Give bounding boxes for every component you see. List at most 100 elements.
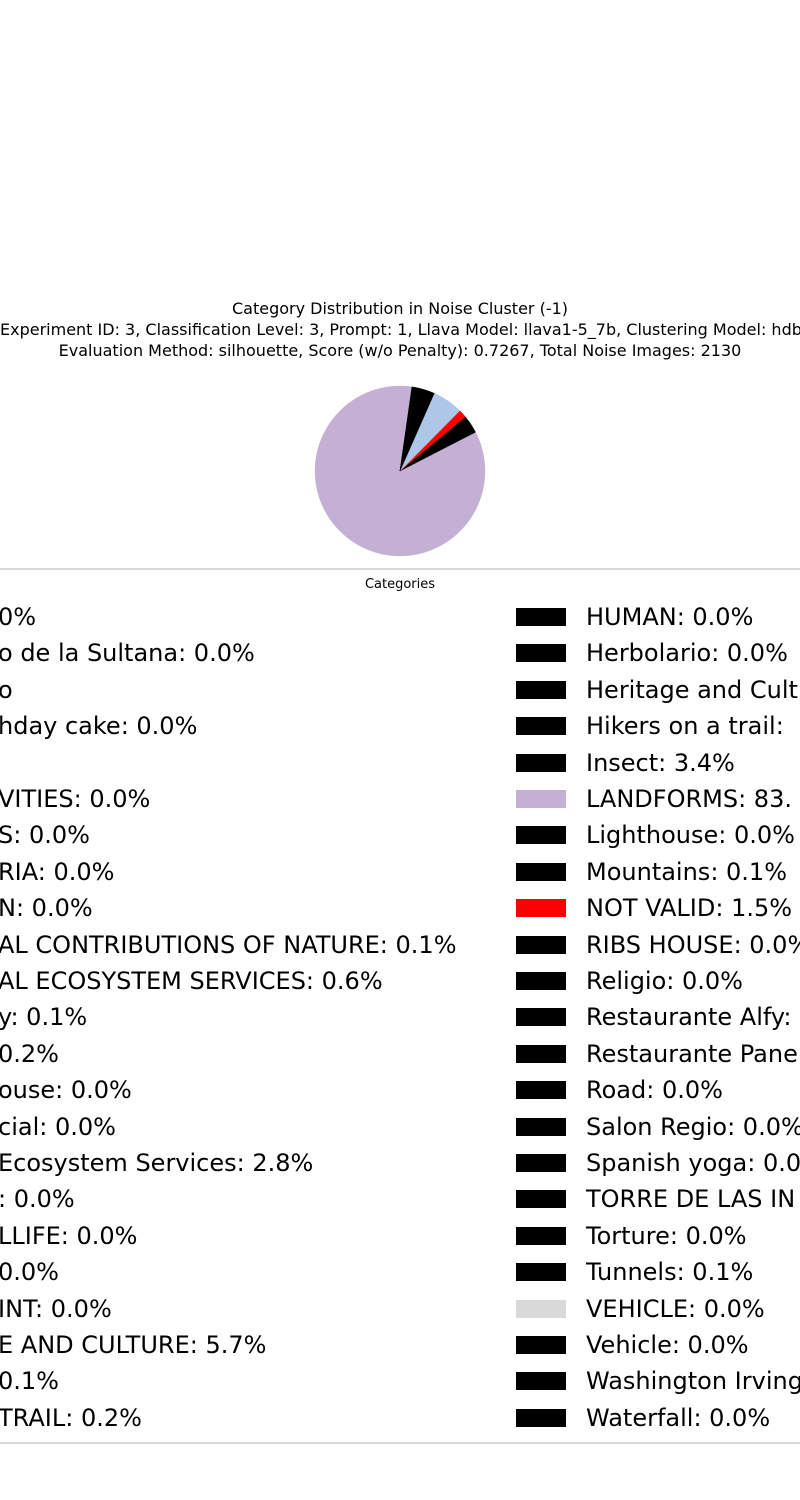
legend-entry-right-5: LANDFORMS: 83. — [516, 788, 792, 810]
legend-label: Salon Regio: 0.0% — [586, 1113, 800, 1141]
legend-label: 0% — [0, 603, 36, 631]
legend-swatch — [516, 1300, 566, 1318]
legend-label: Tunnels: 0.1% — [586, 1258, 753, 1286]
legend-label: : 0.0% — [0, 1185, 75, 1213]
legend-swatch — [516, 681, 566, 699]
legend-entry-right-3: Hikers on a trail: — [516, 715, 784, 737]
legend-swatch — [516, 608, 566, 626]
legend-entry-left-16: : 0.0% — [0, 1188, 75, 1210]
legend-entry-right-9: RIBS HOUSE: 0.0% — [516, 934, 800, 956]
legend-entry-left-19: INT: 0.0% — [0, 1298, 112, 1320]
legend-swatch — [516, 1263, 566, 1281]
legend-label: NOT VALID: 1.5% — [586, 894, 792, 922]
legend-swatch — [516, 1154, 566, 1172]
legend-label: HUMAN: 0.0% — [586, 603, 753, 631]
legend-entry-right-0: HUMAN: 0.0% — [516, 606, 753, 628]
legend-label: LANDFORMS: 83. — [586, 785, 792, 813]
legend-label: o — [0, 676, 13, 704]
legend-label: Washington Irving — [586, 1367, 800, 1395]
legend-label: 0.0% — [0, 1258, 59, 1286]
legend-label: E AND CULTURE: 5.7% — [0, 1331, 266, 1359]
legend-entry-right-20: Vehicle: 0.0% — [516, 1334, 749, 1356]
legend-swatch — [516, 936, 566, 954]
legend-entry-left-6: S: 0.0% — [0, 824, 90, 846]
legend-swatch — [516, 1118, 566, 1136]
legend-label: Hikers on a trail: — [586, 712, 784, 740]
legend-entry-right-11: Restaurante Alfy: — [516, 1006, 791, 1028]
legend-swatch — [516, 644, 566, 662]
legend-swatch — [516, 1008, 566, 1026]
legend-entry-right-21: Washington Irving — [516, 1370, 800, 1392]
legend-swatch — [516, 790, 566, 808]
legend-swatch — [516, 1372, 566, 1390]
legend-label: S: 0.0% — [0, 821, 90, 849]
legend-swatch — [516, 899, 566, 917]
legend-entry-left-17: LLIFE: 0.0% — [0, 1225, 137, 1247]
legend-entry-left-5: VITIES: 0.0% — [0, 788, 150, 810]
legend-swatch — [516, 717, 566, 735]
legend-entry-left-15: Ecosystem Services: 2.8% — [0, 1152, 313, 1174]
legend-entry-left-2: o — [0, 679, 13, 701]
legend-entry-right-7: Mountains: 0.1% — [516, 861, 787, 883]
legend-label: RIBS HOUSE: 0.0% — [586, 931, 800, 959]
legend-label: Waterfall: 0.0% — [586, 1404, 770, 1432]
legend-label: Restaurante Alfy: — [586, 1003, 791, 1031]
legend-label: cial: 0.0% — [0, 1113, 116, 1141]
legend-entry-right-17: Torture: 0.0% — [516, 1225, 747, 1247]
legend-swatch — [516, 863, 566, 881]
legend-label: LLIFE: 0.0% — [0, 1222, 137, 1250]
legend-label: Insect: 3.4% — [586, 749, 735, 777]
legend-entry-right-18: Tunnels: 0.1% — [516, 1261, 753, 1283]
legend-entry-right-2: Heritage and Cult — [516, 679, 798, 701]
legend-label: Spanish yoga: 0.0 — [586, 1149, 800, 1177]
legend-entry-left-13: ouse: 0.0% — [0, 1079, 132, 1101]
legend-entry-left-20: E AND CULTURE: 5.7% — [0, 1334, 266, 1356]
legend-label: hday cake: 0.0% — [0, 712, 197, 740]
legend-label: Ecosystem Services: 2.8% — [0, 1149, 313, 1177]
legend-label: VEHICLE: 0.0% — [586, 1295, 765, 1323]
legend-entry-left-14: cial: 0.0% — [0, 1116, 116, 1138]
legend-label: Road: 0.0% — [586, 1076, 723, 1104]
legend-label: 0.1% — [0, 1367, 59, 1395]
legend-swatch — [516, 1081, 566, 1099]
legend-label: ouse: 0.0% — [0, 1076, 132, 1104]
legend-label: Religio: 0.0% — [586, 967, 743, 995]
legend-label: Lighthouse: 0.0% — [586, 821, 795, 849]
legend-entry-left-11: y: 0.1% — [0, 1006, 87, 1028]
legend-label: 0.2% — [0, 1040, 59, 1068]
legend-label: o de la Sultana: 0.0% — [0, 639, 255, 667]
legend-entry-left-7: RIA: 0.0% — [0, 861, 114, 883]
legend-label: AL ECOSYSTEM SERVICES: 0.6% — [0, 967, 383, 995]
legend-label: N: 0.0% — [0, 894, 93, 922]
legend-swatch — [516, 1409, 566, 1427]
legend-swatch — [516, 1227, 566, 1245]
legend-swatch — [516, 1045, 566, 1063]
legend-entry-right-15: Spanish yoga: 0.0 — [516, 1152, 800, 1174]
legend-entry-right-6: Lighthouse: 0.0% — [516, 824, 795, 846]
legend-entry-right-4: Insect: 3.4% — [516, 752, 735, 774]
legend-entry-left-21: 0.1% — [0, 1370, 59, 1392]
legend-label: RIA: 0.0% — [0, 858, 114, 886]
legend-entry-left-3: hday cake: 0.0% — [0, 715, 197, 737]
legend-entry-left-1: o de la Sultana: 0.0% — [0, 642, 255, 664]
legend-entry-right-16: TORRE DE LAS IN — [516, 1188, 795, 1210]
legend-label: y: 0.1% — [0, 1003, 87, 1031]
legend-entry-right-19: VEHICLE: 0.0% — [516, 1298, 765, 1320]
legend-entry-right-1: Herbolario: 0.0% — [516, 642, 788, 664]
legend-swatch — [516, 1336, 566, 1354]
legend-label: Herbolario: 0.0% — [586, 639, 788, 667]
legend-label: INT: 0.0% — [0, 1295, 112, 1323]
legend-swatch — [516, 972, 566, 990]
legend-swatch — [516, 754, 566, 772]
legend-label: VITIES: 0.0% — [0, 785, 150, 813]
legend-entry-right-10: Religio: 0.0% — [516, 970, 743, 992]
legend-entry-left-18: 0.0% — [0, 1261, 59, 1283]
legend-entry-left-22: TRAIL: 0.2% — [0, 1407, 142, 1429]
legend-entry-right-14: Salon Regio: 0.0% — [516, 1116, 800, 1138]
legend-entry-right-22: Waterfall: 0.0% — [516, 1407, 770, 1429]
legend-entry-left-9: AL CONTRIBUTIONS OF NATURE: 0.1% — [0, 934, 457, 956]
legend-label: Torture: 0.0% — [586, 1222, 747, 1250]
legend-label: Restaurante Pane — [586, 1040, 798, 1068]
legend-label: Vehicle: 0.0% — [586, 1331, 749, 1359]
